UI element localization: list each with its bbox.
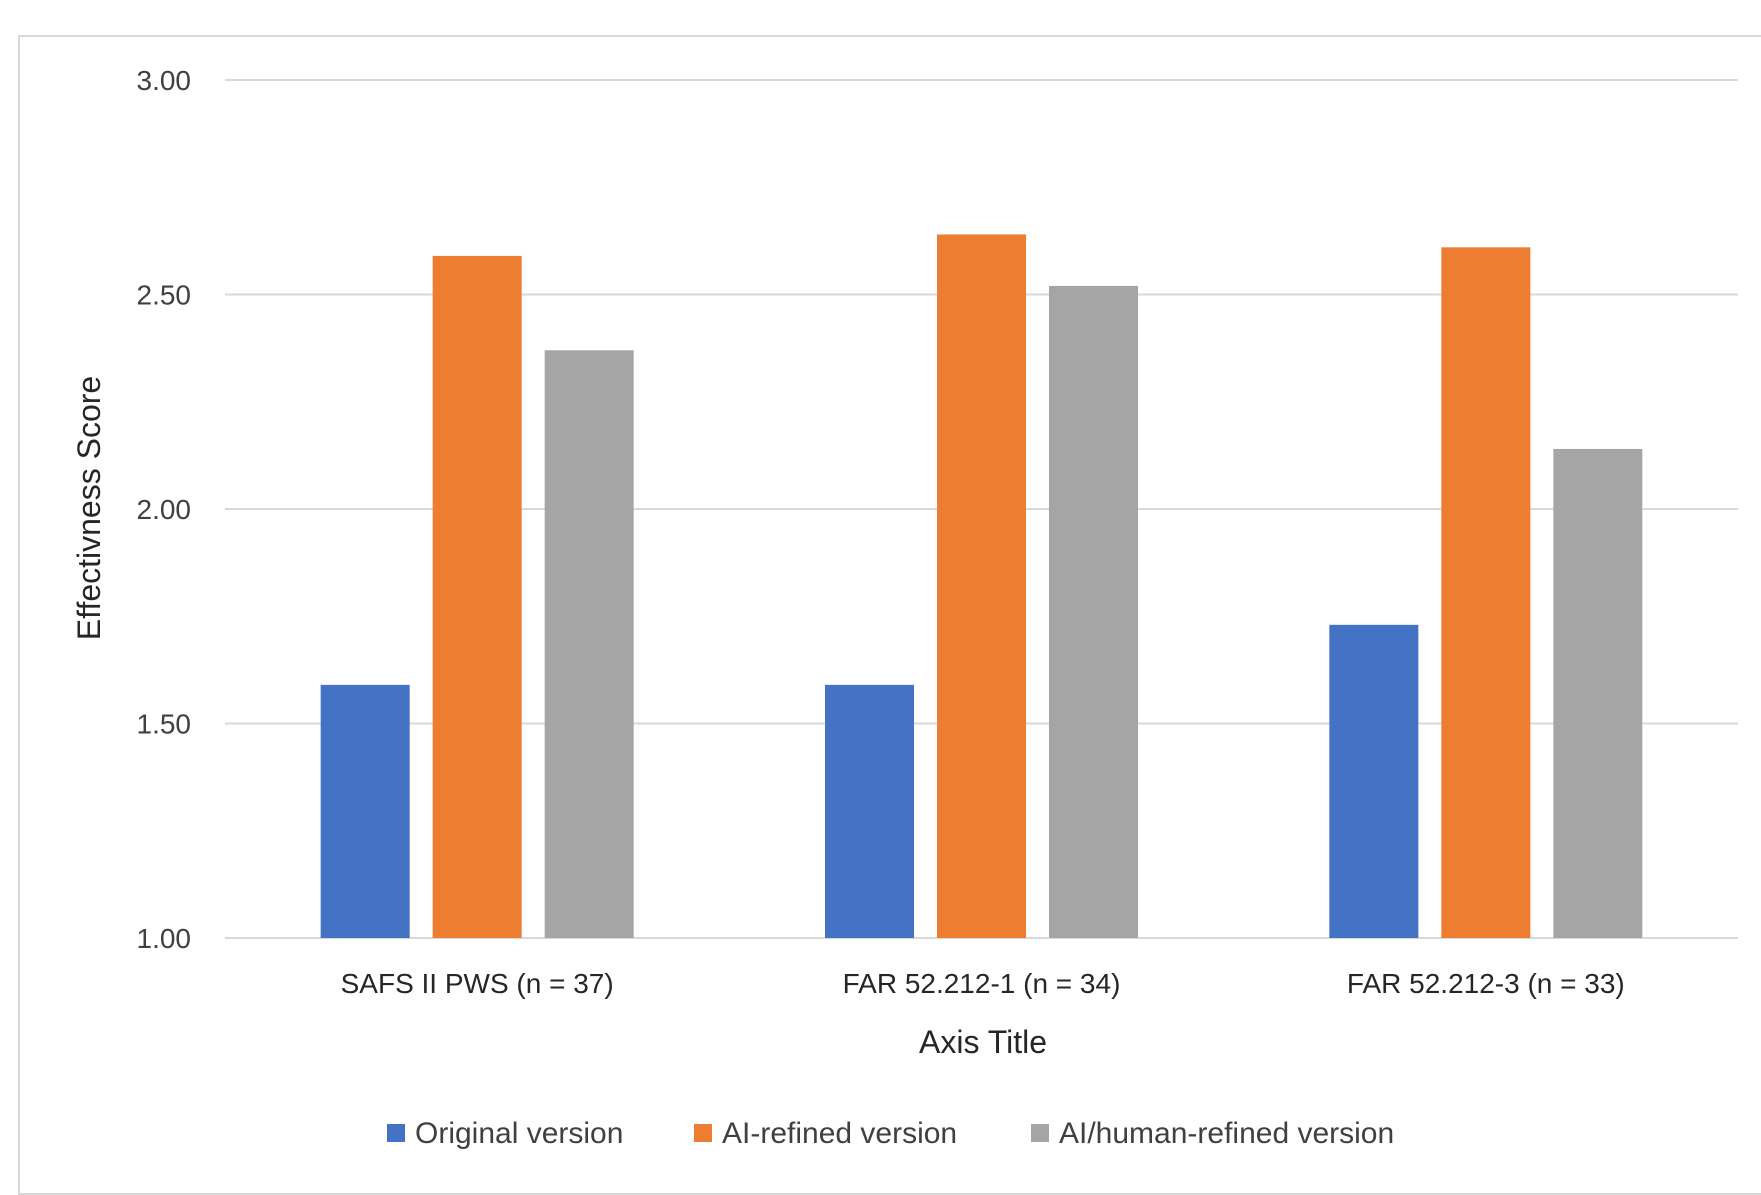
legend-swatch [694, 1124, 712, 1142]
legend: Original version AI-refined version AI/hum… [387, 1117, 1394, 1150]
legend-label: AI-refined version [722, 1117, 957, 1150]
bar [1049, 285, 1138, 938]
y-tick-label: 1.50 [137, 709, 192, 740]
legend-label: AI/human-refined version [1059, 1117, 1394, 1150]
x-category-label: FAR 52.212-3 (n = 33) [1347, 968, 1625, 999]
y-axis-title: Effectivness Score [71, 376, 107, 640]
bar [1329, 624, 1419, 938]
x-axis-title: Axis Title [919, 1024, 1047, 1060]
y-tick-label: 2.50 [137, 280, 192, 311]
y-tick-label: 3.00 [137, 65, 192, 96]
bar [825, 684, 914, 938]
x-axis-categories: SAFS II PWS (n = 37) FAR 52.212-1 (n = 34… [341, 968, 1625, 999]
legend-swatch [387, 1124, 405, 1142]
x-category-label: FAR 52.212-1 (n = 34) [843, 968, 1121, 999]
bar [320, 684, 410, 938]
legend-swatch [1031, 1124, 1049, 1142]
bar [432, 255, 522, 938]
bar [544, 350, 634, 938]
bar [937, 234, 1026, 938]
y-tick-label: 1.00 [137, 923, 192, 954]
bar [1553, 448, 1643, 938]
legend-label: Original version [415, 1117, 623, 1150]
bars [320, 234, 1643, 938]
y-axis-ticks: 1.00 1.50 2.00 2.50 3.00 [137, 65, 192, 954]
x-category-label: SAFS II PWS (n = 37) [341, 968, 614, 999]
y-tick-label: 2.00 [137, 494, 192, 525]
bar [1441, 247, 1531, 938]
